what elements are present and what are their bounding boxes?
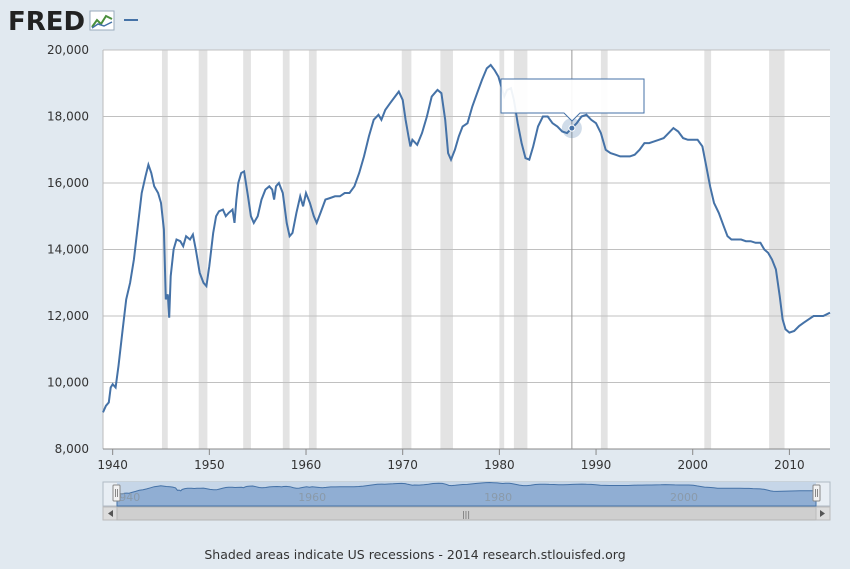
navigator-tick-labels: 1940 1960 1980 2000: [112, 491, 698, 504]
navigator-series-area: [116, 481, 817, 507]
y-tick-label: 8,000: [55, 442, 89, 456]
y-tick-label: 14,000: [47, 243, 89, 257]
y-tick-label: 18,000: [47, 110, 89, 124]
navigator-tick-label: 2000: [670, 491, 698, 504]
hover-tooltip: [500, 78, 645, 122]
chevron-right-icon: [820, 510, 825, 517]
fred-chart-icon: [89, 10, 115, 31]
navigator-tick-label: 1960: [298, 491, 326, 504]
hover-point-marker: [561, 118, 582, 139]
footer-note: Shaded areas indicate US recessions - 20…: [204, 547, 625, 562]
x-tick-label: 1990: [581, 458, 612, 472]
navigator-right-handle[interactable]: [812, 484, 821, 502]
logo-text: FRED: [8, 7, 85, 37]
scrollbar[interactable]: |||: [102, 506, 831, 521]
scrollbar-grip: |||: [462, 510, 470, 519]
y-tick-label: 12,000: [47, 309, 89, 323]
navigator-left-handle[interactable]: [112, 484, 121, 502]
y-tick-label: 10,000: [47, 376, 89, 390]
x-tick-label: 1950: [194, 458, 225, 472]
x-tick-label: 2000: [677, 458, 708, 472]
y-axis-tick-labels: 8,000 10,000 12,000 14,000 16,000 18,000 20,00…: [47, 43, 89, 456]
hover-dot: [568, 124, 576, 132]
x-tick-label: 1960: [291, 458, 322, 472]
x-tick-label: 2010: [774, 458, 805, 472]
x-tick-label: 1940: [97, 458, 128, 472]
x-tick-label: 1970: [387, 458, 418, 472]
series-line[interactable]: [102, 63, 831, 413]
x-tick-label: 1980: [484, 458, 515, 472]
y-tick-label: 16,000: [47, 176, 89, 190]
x-axis-tick-labels: 1940 1950 1960 1970 1980 1990 2000 2010: [97, 448, 830, 472]
grid-lines: [102, 49, 830, 450]
chevron-left-icon: [108, 510, 113, 517]
navigator-tick-label: 1980: [484, 491, 512, 504]
fred-logo[interactable]: FRED: [8, 7, 115, 37]
navigator[interactable]: 1940 1960 1980 2000: [102, 481, 831, 507]
y-tick-label: 20,000: [47, 43, 89, 57]
